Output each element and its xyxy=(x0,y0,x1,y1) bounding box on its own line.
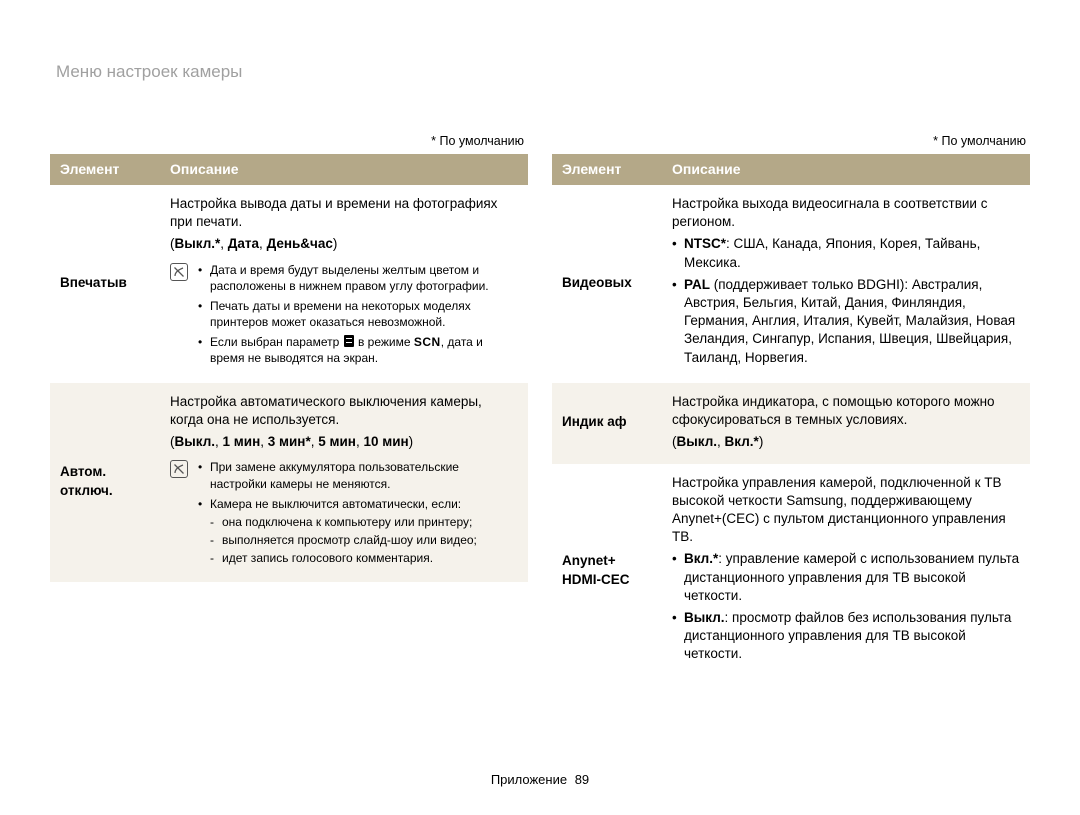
left-column: * По умолчанию Элемент Описание Впечатыв… xyxy=(50,134,528,680)
footer-label: Приложение xyxy=(491,772,567,787)
th-description: Описание xyxy=(662,154,1030,185)
default-note-left: * По умолчанию xyxy=(50,134,528,154)
note-block: Дата и время будут выделены желтым цвето… xyxy=(170,262,518,371)
th-element: Элемент xyxy=(552,154,662,185)
right-column: * По умолчанию Элемент Описание Видеовых… xyxy=(552,134,1030,680)
page-number: 89 xyxy=(575,772,589,787)
desc-bullet: Вкл.*: управление камерой с использовани… xyxy=(672,550,1020,605)
description-cell: Настройка управления камерой, подключенн… xyxy=(662,464,1030,680)
note-bullet: Камера не выключится автоматически, если… xyxy=(198,496,518,567)
desc-text: Настройка управления камерой, подключенн… xyxy=(672,474,1020,547)
table-row: Индик аф Настройка индикатора, с помощью… xyxy=(552,383,1030,464)
options-text: (Выкл., 1 мин, 3 мин*, 5 мин, 10 мин) xyxy=(170,433,518,451)
note-bullet: Печать даты и времени на некоторых модел… xyxy=(198,298,518,330)
element-cell: Видеовых xyxy=(552,185,662,383)
desc-bullet: NTSC*: США, Канада, Япония, Корея, Тайва… xyxy=(672,235,1020,271)
table-row: Anynet+ HDMI-CEC Настройка управления ка… xyxy=(552,464,1030,680)
description-cell: Настройка индикатора, с помощью которого… xyxy=(662,383,1030,464)
note-icon xyxy=(170,263,188,281)
options-text: (Выкл., Вкл.*) xyxy=(672,433,1020,451)
desc-text: Настройка индикатора, с помощью которого… xyxy=(672,393,1020,429)
element-cell: Индик аф xyxy=(552,383,662,464)
desc-bullet: Выкл.: просмотр файлов без использования… xyxy=(672,609,1020,664)
table-row: Впечатыв Настройка вывода даты и времени… xyxy=(50,185,528,383)
content-columns: * По умолчанию Элемент Описание Впечатыв… xyxy=(50,134,1030,680)
note-bullet: Дата и время будут выделены желтым цвето… xyxy=(198,262,518,294)
options-text: (Выкл.*, Дата, День&час) xyxy=(170,235,518,253)
element-cell: Anynet+ HDMI-CEC xyxy=(552,464,662,680)
right-table: Элемент Описание Видеовых Настройка выхо… xyxy=(552,154,1030,680)
note-icon xyxy=(170,460,188,478)
note-dash: она подключена к компьютеру или принтеру… xyxy=(210,514,518,530)
desc-text: Настройка автоматического выключения кам… xyxy=(170,393,518,429)
description-cell: Настройка автоматического выключения кам… xyxy=(160,383,528,583)
desc-text: Настройка выхода видеосигнала в соответс… xyxy=(672,195,1020,231)
note-block: При замене аккумулятора пользовательские… xyxy=(170,459,518,570)
th-description: Описание xyxy=(160,154,528,185)
element-cell: Впечатыв xyxy=(50,185,160,383)
description-cell: Настройка выхода видеосигнала в соответс… xyxy=(662,185,1030,383)
note-content: При замене аккумулятора пользовательские… xyxy=(198,459,518,570)
note-bullet: При замене аккумулятора пользовательские… xyxy=(198,459,518,491)
note-dash: выполняется просмотр слайд-шоу или видео… xyxy=(210,532,518,548)
desc-bullet: PAL (поддерживает только BDGHI): Австрал… xyxy=(672,276,1020,367)
left-table: Элемент Описание Впечатыв Настройка выво… xyxy=(50,154,528,582)
table-row: Видеовых Настройка выхода видеосигнала в… xyxy=(552,185,1030,383)
page-title: Меню настроек камеры xyxy=(56,62,1030,82)
description-cell: Настройка вывода даты и времени на фотог… xyxy=(160,185,528,383)
default-note-right: * По умолчанию xyxy=(552,134,1030,154)
th-element: Элемент xyxy=(50,154,160,185)
page-footer: Приложение 89 xyxy=(0,772,1080,787)
frame-icon xyxy=(344,335,354,347)
note-bullet: Если выбран параметр в режиме SCN, дата … xyxy=(198,334,518,366)
desc-text: Настройка вывода даты и времени на фотог… xyxy=(170,195,518,231)
table-row: Автом. отключ. Настройка автоматического… xyxy=(50,383,528,583)
note-content: Дата и время будут выделены желтым цвето… xyxy=(198,262,518,371)
note-dash: идет запись голосового комментария. xyxy=(210,550,518,566)
element-cell: Автом. отключ. xyxy=(50,383,160,583)
